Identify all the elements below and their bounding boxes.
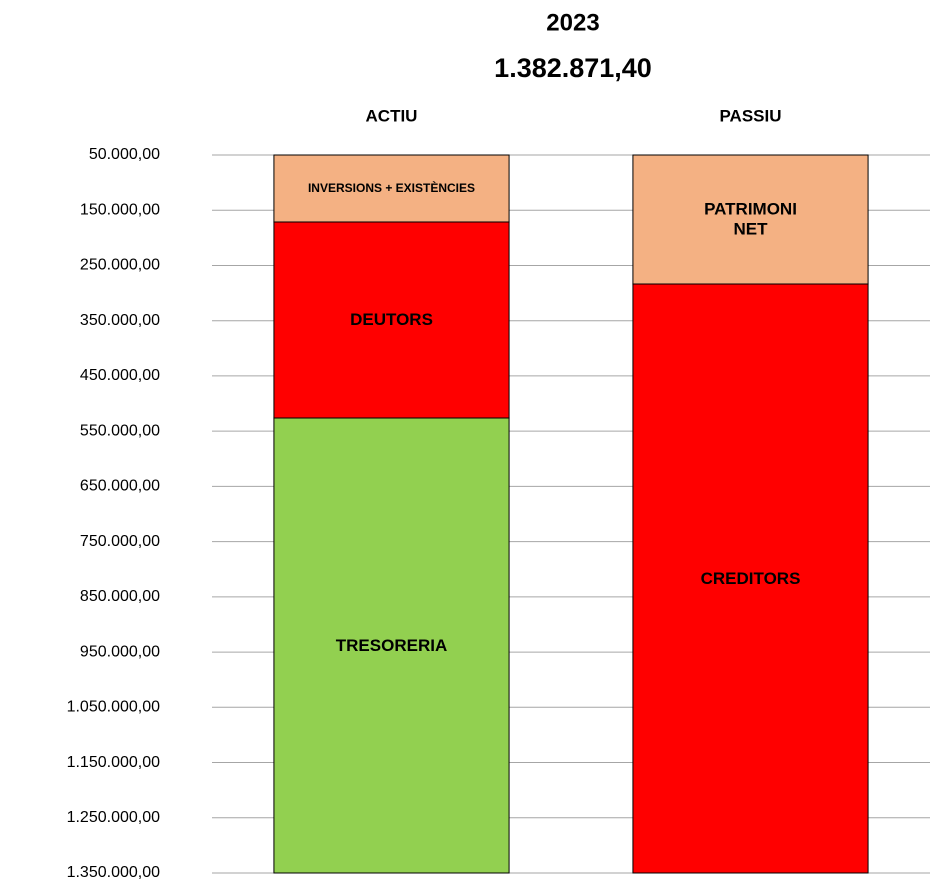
y-tick-label: 450.000,00 (80, 367, 160, 384)
segment-label: CREDITORS (700, 568, 801, 588)
chart-subtitle: 1.382.871,40 (494, 53, 652, 83)
bar-segment (632, 154, 869, 285)
y-tick-label: 1.050.000,00 (67, 699, 161, 716)
segment-label: PATRIMONI NET (704, 199, 797, 239)
segment-label: TRESORERIA (335, 635, 448, 655)
segment-label: DEUTORS (350, 309, 433, 329)
y-tick-label: 150.000,00 (80, 201, 160, 218)
bar-segment (273, 417, 510, 874)
x-tick-label: ACTIU (366, 106, 418, 125)
y-tick-label: 850.000,00 (80, 588, 160, 605)
segment-label: INVERSIONS + EXISTÈNCIES (307, 181, 476, 196)
bar-segment (273, 221, 510, 419)
y-tick-label: 50.000,00 (89, 146, 160, 163)
chart-title: 2023 (546, 9, 599, 36)
y-tick-label: 250.000,00 (80, 257, 160, 274)
y-tick-label: 650.000,00 (80, 478, 160, 495)
y-tick-label: 1.150.000,00 (67, 754, 161, 771)
x-tick-label: PASSIU (719, 106, 781, 125)
y-tick-label: 750.000,00 (80, 533, 160, 550)
y-tick-label: 1.250.000,00 (67, 809, 161, 826)
y-tick-label: 1.350.000,00 (67, 864, 161, 881)
y-tick-label: 550.000,00 (80, 422, 160, 439)
y-tick-label: 350.000,00 (80, 312, 160, 329)
bar-segment (632, 283, 869, 874)
y-tick-label: 950.000,00 (80, 643, 160, 660)
bar-segment (273, 154, 510, 223)
